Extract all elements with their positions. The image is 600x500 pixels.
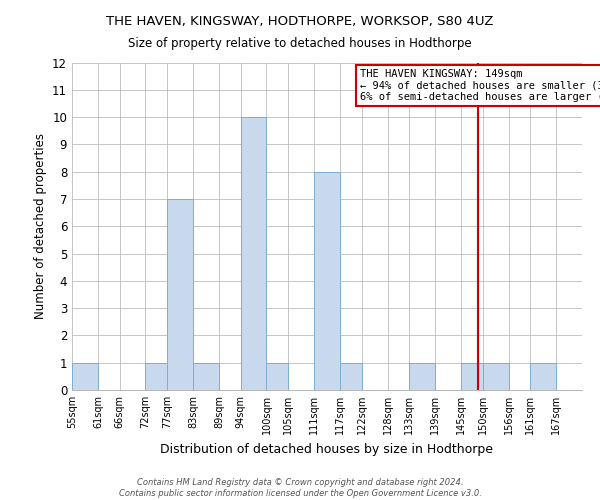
X-axis label: Distribution of detached houses by size in Hodthorpe: Distribution of detached houses by size … xyxy=(161,442,493,456)
Text: Size of property relative to detached houses in Hodthorpe: Size of property relative to detached ho… xyxy=(128,38,472,51)
Text: Contains HM Land Registry data © Crown copyright and database right 2024.
Contai: Contains HM Land Registry data © Crown c… xyxy=(119,478,481,498)
Bar xyxy=(145,362,167,390)
Bar xyxy=(409,362,435,390)
Bar xyxy=(314,172,340,390)
Y-axis label: Number of detached properties: Number of detached properties xyxy=(34,133,47,320)
Bar xyxy=(461,362,482,390)
Bar xyxy=(241,117,266,390)
Bar xyxy=(167,199,193,390)
Bar xyxy=(72,362,98,390)
Bar xyxy=(266,362,288,390)
Text: THE HAVEN KINGSWAY: 149sqm
← 94% of detached houses are smaller (33)
6% of semi-: THE HAVEN KINGSWAY: 149sqm ← 94% of deta… xyxy=(360,69,600,102)
Bar xyxy=(340,362,362,390)
Bar xyxy=(193,362,219,390)
Text: THE HAVEN, KINGSWAY, HODTHORPE, WORKSOP, S80 4UZ: THE HAVEN, KINGSWAY, HODTHORPE, WORKSOP,… xyxy=(106,15,494,28)
Bar xyxy=(482,362,509,390)
Bar xyxy=(530,362,556,390)
